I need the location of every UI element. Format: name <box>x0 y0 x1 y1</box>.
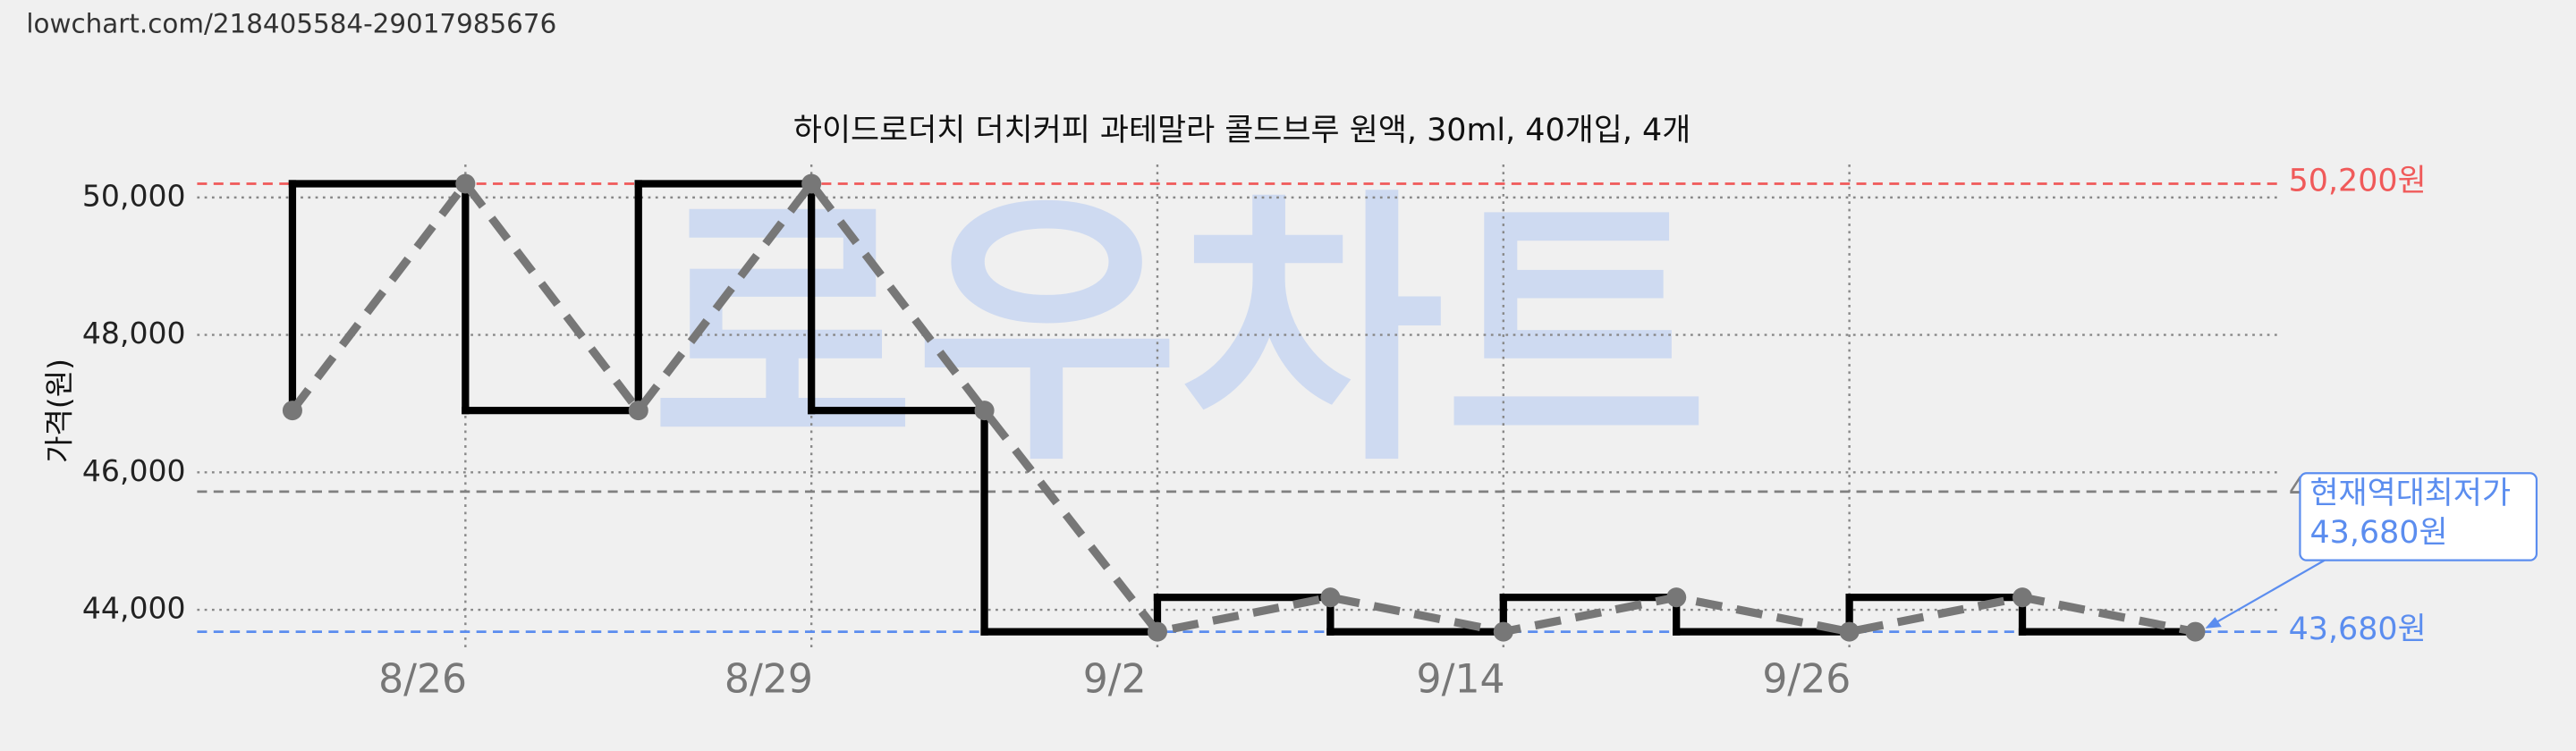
watermark: 로우차트 <box>650 165 1708 500</box>
y-tick-label: 50,000 <box>82 178 186 213</box>
y-tick-label: 48,000 <box>82 316 186 350</box>
y-tick-label: 44,000 <box>82 591 186 626</box>
y-axis-label: 가격(원) <box>41 359 76 463</box>
url: lowchart.com/218405584-29017985676 <box>26 8 556 38</box>
callout-text: 현재역대최저가 <box>2309 476 2511 511</box>
price-point <box>801 173 822 194</box>
callout-box <box>2299 472 2538 561</box>
price-point <box>1839 621 1860 642</box>
reference-label: 43,680원 <box>2289 612 2427 647</box>
price-point <box>628 401 648 421</box>
price-point <box>455 173 476 194</box>
price-point <box>1666 587 1687 608</box>
x-tick-label: 8/29 <box>724 657 813 703</box>
price-point <box>2185 621 2206 642</box>
price-point <box>1493 621 1513 642</box>
price-line <box>289 176 2197 637</box>
x-tick-label: 9/26 <box>1762 657 1851 703</box>
price-point <box>1320 587 1341 608</box>
price-point <box>2012 587 2033 608</box>
y-tick-label: 46,000 <box>82 453 186 488</box>
x-tick-label: 9/14 <box>1417 657 1505 703</box>
callout-text: 43,680원 <box>2309 515 2447 551</box>
x-tick-label: 8/26 <box>378 657 467 703</box>
price-point <box>1147 621 1167 642</box>
chart-title: 하이드로더치 더치커피 과테말라 콜드브루 원액, 30ml, 40개입, 4개 <box>793 113 1690 148</box>
x-tick-label: 9/2 <box>1083 657 1147 703</box>
callout-arrow <box>2207 559 2326 629</box>
callout-arrowhead <box>2205 617 2222 629</box>
price-point <box>974 401 995 421</box>
reference-label: 50,200원 <box>2289 164 2427 199</box>
price-point <box>282 401 302 421</box>
